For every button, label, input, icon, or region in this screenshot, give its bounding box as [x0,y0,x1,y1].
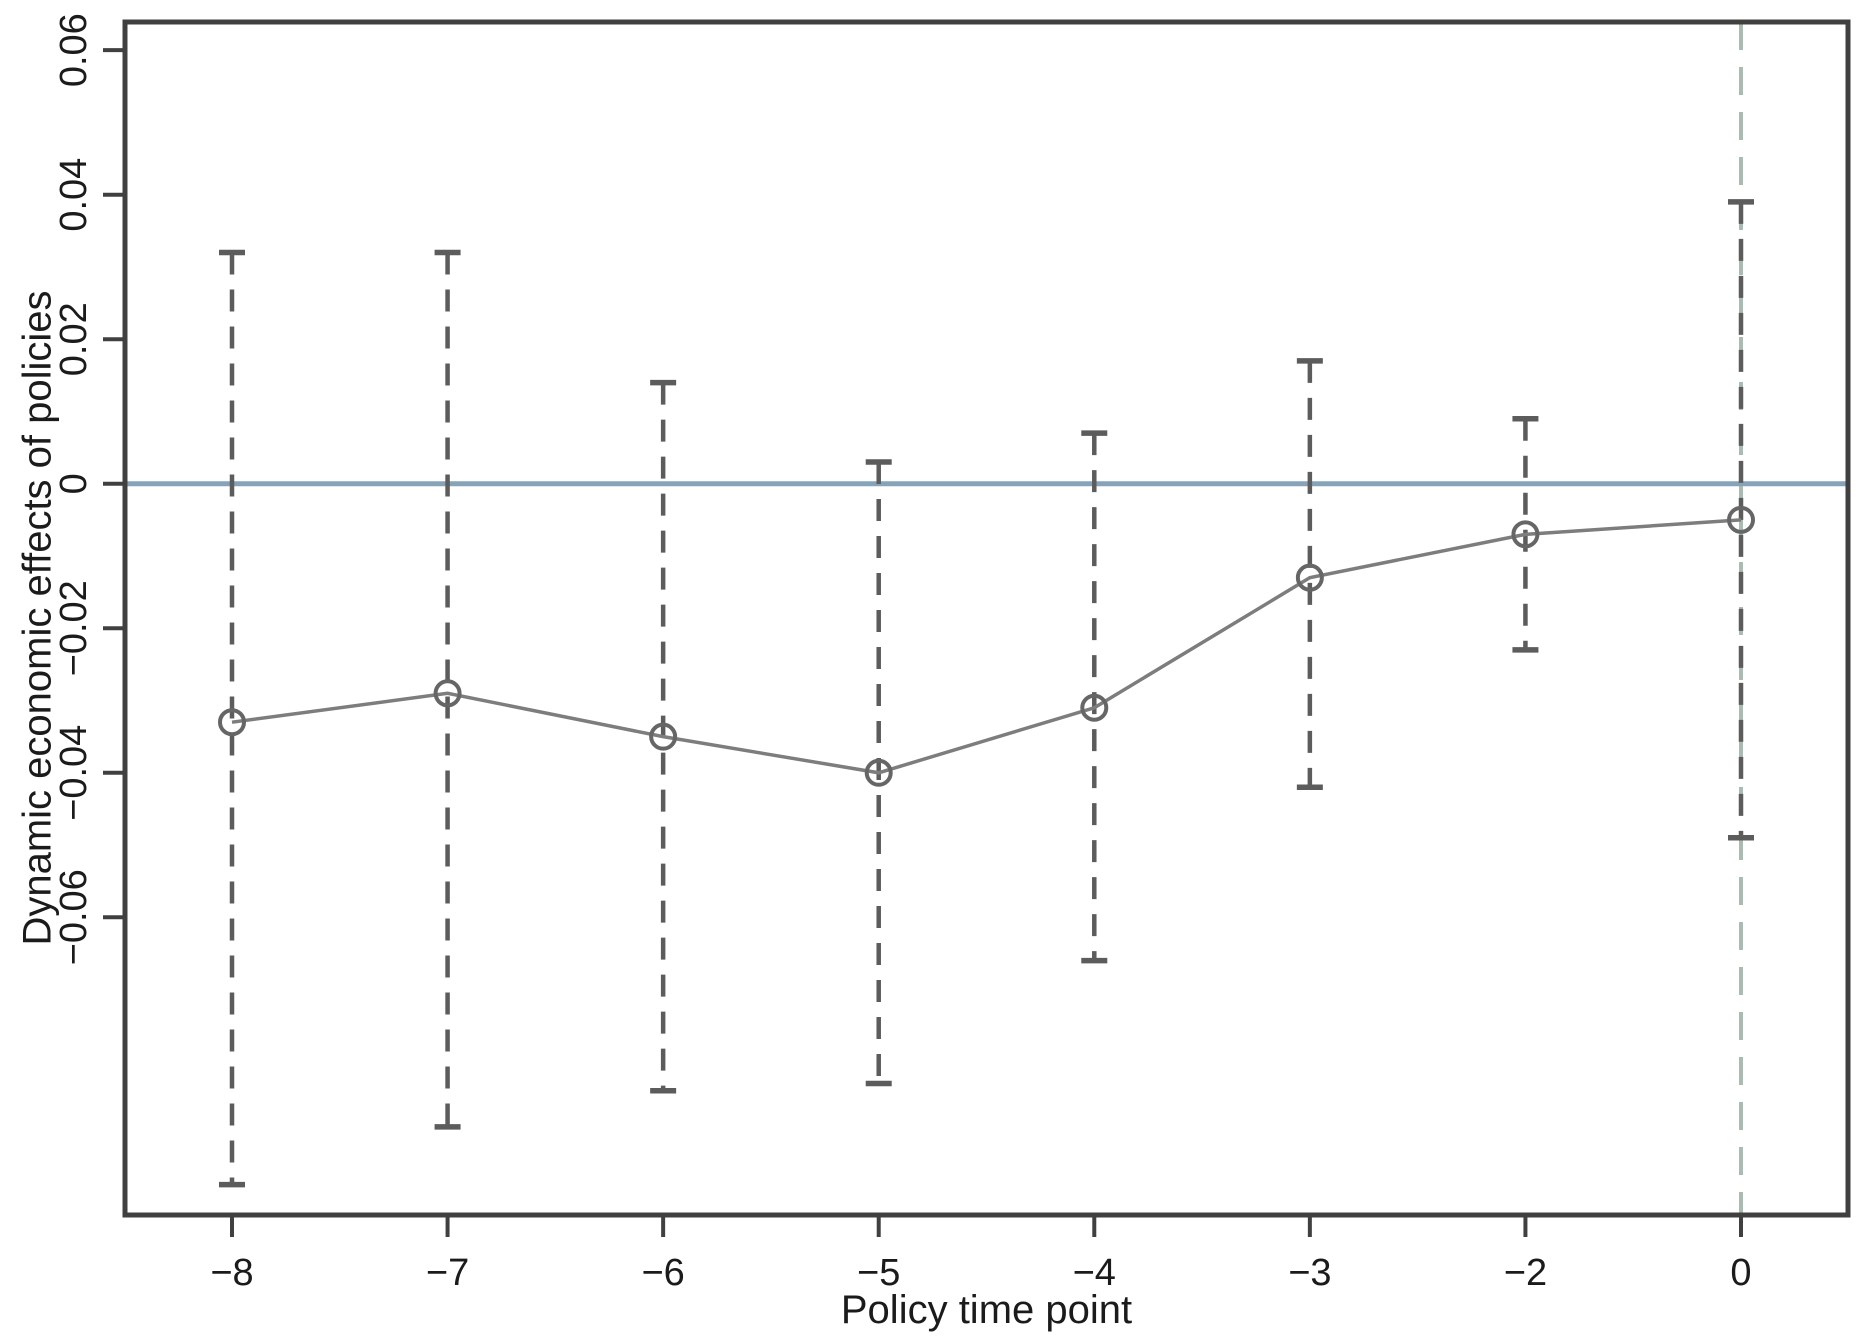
plot-border [122,19,1851,1218]
x-tick-label: −7 [426,1252,469,1294]
y-tick-label: −0.04 [53,725,95,821]
x-tick-label: −3 [1288,1252,1331,1294]
x-tick-label: −2 [1504,1252,1547,1294]
confidence-whisker [434,249,461,1130]
y-tick-label: 0 [53,473,95,494]
estimate-marker [1080,693,1109,722]
estimate-markers [218,505,1755,787]
estimate-marker [1295,563,1324,592]
x-axis-title: Policy time point [840,1288,1133,1332]
estimate-marker [218,708,246,737]
estimate-marker [433,679,462,708]
y-tick-label: −0.02 [53,580,95,676]
estimate-marker [1511,520,1540,549]
x-tick-label: −6 [641,1252,684,1294]
x-tick-label: −4 [1073,1252,1116,1294]
confidence-whisker [219,249,245,1188]
x-axis: −8 −7 −6 −5 −4 −3 −2 0 [210,1215,1752,1294]
confidence-whisker [1296,358,1323,790]
x-tick-label: −8 [210,1252,253,1294]
x-tick-label: 0 [1730,1252,1751,1294]
estimate-marker [649,722,678,751]
y-tick-label: 0.02 [53,302,95,376]
y-tick-label: 0.06 [53,13,95,87]
y-tick-label: −0.06 [53,869,95,965]
y-axis-title: Dynamic economic effects of policies [15,290,60,946]
y-tick-label: 0.04 [53,158,95,232]
estimate-marker [1727,505,1755,534]
y-axis: 0.06 0.04 0.02 0 −0.02 −0.04 −0.06 [53,13,125,965]
estimate-marker [864,758,893,787]
trend-line [231,518,1742,775]
x-tick-label: −5 [857,1252,900,1294]
